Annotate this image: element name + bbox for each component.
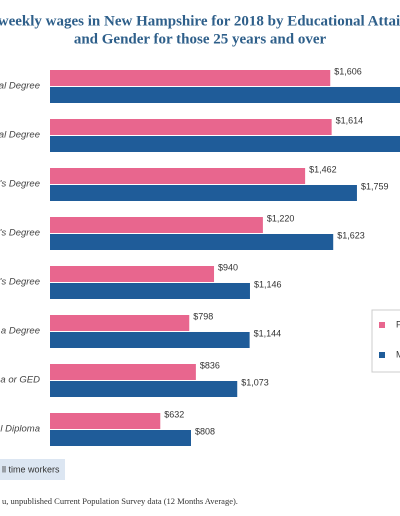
value-label: $1,073 <box>241 377 269 387</box>
bar <box>50 266 215 282</box>
category-label: al Degree <box>0 130 40 141</box>
category-label: 's Degree <box>0 179 40 190</box>
value-label: $836 <box>200 360 220 370</box>
category-label: l Diploma <box>0 424 40 435</box>
bar <box>50 315 190 331</box>
category-label: a Degree <box>1 326 40 337</box>
legend-swatch <box>379 322 385 328</box>
value-label: $1,623 <box>337 230 365 240</box>
source: u, unpublished Current Population Survey… <box>2 496 238 506</box>
chart-title: age weekly wages in New Hampshire for 20… <box>0 13 400 29</box>
category-label: 's Degree <box>0 228 40 239</box>
bar <box>50 413 161 429</box>
bar <box>50 185 357 201</box>
value-label: $1,144 <box>254 328 282 338</box>
bar <box>50 87 400 103</box>
bar <box>50 136 400 152</box>
value-label: $632 <box>164 409 184 419</box>
note-box <box>0 459 65 480</box>
value-label: $1,220 <box>267 213 295 223</box>
bar <box>50 332 250 348</box>
legend-box <box>371 309 400 373</box>
bar <box>50 217 263 233</box>
value-label: $940 <box>218 262 238 272</box>
bar <box>50 381 238 397</box>
bar <box>50 168 306 184</box>
legend-label: M <box>396 349 400 359</box>
value-label: $1,606 <box>334 66 362 76</box>
legend-label: F <box>396 319 400 329</box>
legend-swatch <box>379 352 385 358</box>
value-label: $1,146 <box>254 279 282 289</box>
note: ll time workers <box>2 464 60 474</box>
value-label: $808 <box>195 426 215 436</box>
category-label: na or GED <box>0 375 40 386</box>
bar <box>50 283 250 299</box>
category-label: al Degree <box>0 81 40 92</box>
value-label: $1,759 <box>361 181 389 191</box>
category-label: 's Degree <box>0 277 40 288</box>
value-label: $1,614 <box>336 115 364 125</box>
bar <box>50 119 332 135</box>
bar <box>50 364 196 380</box>
bar <box>50 70 331 86</box>
value-label: $798 <box>193 311 213 321</box>
value-label: $1,462 <box>309 164 337 174</box>
chart-title: and Gender for those 25 years and over <box>74 31 327 47</box>
bar <box>50 234 334 250</box>
bar <box>50 430 191 446</box>
